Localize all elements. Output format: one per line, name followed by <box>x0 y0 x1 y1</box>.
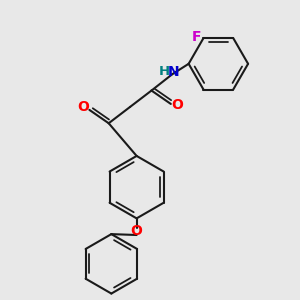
Text: O: O <box>77 100 89 114</box>
Text: F: F <box>192 30 202 44</box>
Text: N: N <box>168 65 180 79</box>
Text: O: O <box>131 224 142 238</box>
Text: H: H <box>158 65 169 78</box>
Text: O: O <box>171 98 183 112</box>
